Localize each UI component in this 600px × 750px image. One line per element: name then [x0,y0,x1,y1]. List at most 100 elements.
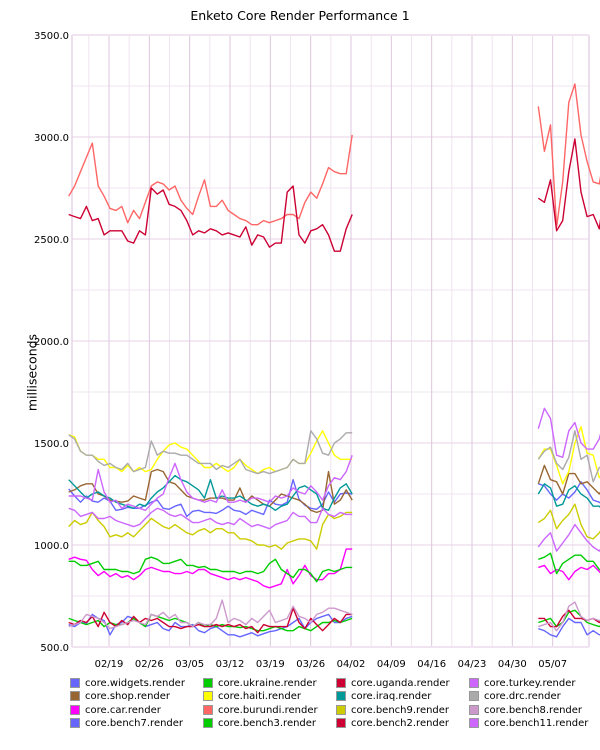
legend-column: core.turkey.render core.drc.render core.be… [469,677,599,730]
series-line-segment [538,481,600,504]
series-line-segment [68,468,353,514]
series-core-burundi-render [68,83,600,228]
x-tick-label: 03/19 [256,659,285,670]
legend-label: core.ukraine.render [218,678,317,689]
legend-label: core.drc.render [484,691,561,703]
legend-label: core.widgets.render [85,678,185,689]
legend-swatch [203,704,213,715]
y-tick-label: 1000.0 [34,541,69,552]
x-tick-label: 02/19 [95,659,124,670]
legend-item: core.widgets.render [70,677,200,690]
series-line-segment [68,548,353,589]
series-line-segment [538,609,600,628]
series-line-segment [68,599,353,630]
grid [71,34,590,648]
y-tick-label: 2500.0 [34,235,69,246]
series-line-segment [537,503,600,540]
series-line-segment [537,464,600,495]
legend-item: core.drc.render [469,690,599,703]
x-ticks: 02/19 02/26 03/05 03/12 03/19 03/26 04/02 04/09… [95,659,567,670]
series-line-segment [538,564,600,581]
legend-swatch [469,717,479,728]
series-core-bench8-render [68,599,600,632]
legend-item: core.iraq.render [336,690,466,703]
x-tick-label: 03/05 [175,659,204,670]
series-line-segment [538,601,600,632]
legend-label: core.bench11.render [484,717,589,729]
legend-label: core.haiti.render [218,691,301,703]
legend-swatch [203,678,213,688]
legend-item: core.burundi.render [203,704,333,717]
x-tick-label: 03/26 [296,659,325,670]
series-line-segment [537,426,600,485]
legend-swatch [203,691,213,702]
legend-column: core.uganda.render core.iraq.render core.b… [336,677,466,730]
x-tick-label: 04/16 [417,659,446,670]
y-tick-label: 500.0 [40,643,69,654]
y-ticks: 500.0 1000.0 1500.0 2000.0 2500.0 3000.0 3500.… [34,31,69,654]
series-line-segment [68,474,353,511]
legend-item: core.bench7.render [70,717,200,730]
series-line-segment [68,185,353,252]
legend-item: core.bench3.render [203,717,333,730]
legend-label: core.car.render [85,704,161,716]
series-core-iraq-render [68,474,600,511]
legend-column: core.widgets.render core.shop.render core.… [70,677,200,730]
x-tick-label: 03/12 [216,659,245,670]
series-core-car-render [68,548,600,589]
legend-item: core.uganda.render [336,677,466,690]
legend-label: core.iraq.render [351,691,432,703]
series-line-segment [68,613,353,638]
legend-swatch [203,717,213,728]
series-line-segment [68,134,353,226]
legend-swatch [70,678,80,688]
series-line-segment [68,454,353,511]
x-tick-label: 04/30 [498,659,527,670]
legend-swatch [336,704,346,715]
series-lines [68,83,600,638]
series-line-segment [538,552,600,575]
series-line-segment [537,138,600,232]
legend-swatch [70,717,80,728]
chart-title: Enketo Core Render Performance 1 [190,8,410,23]
legend-item: core.bench9.render [336,704,466,717]
legend-swatch [336,678,346,688]
legend-swatch [70,704,80,715]
legend-swatch [336,717,346,728]
legend-label: core.turkey.render [484,678,576,689]
x-tick-label: 05/07 [538,659,567,670]
legend-label: core.bench7.render [85,717,184,729]
x-tick-label: 04/23 [458,659,487,670]
plot-area: 500.0 1000.0 1500.0 2000.0 2500.0 3000.0 3500.… [34,31,600,670]
legend-label: core.bench3.render [218,717,317,729]
legend-label: core.bench8.render [484,704,583,716]
series-line-segment [537,407,600,458]
legend-label: core.shop.render [85,691,171,703]
legend-item: core.car.render [70,704,200,717]
series-line-segment [537,483,600,508]
series-line-segment [68,430,353,475]
series-line-segment [537,430,600,483]
y-tick-label: 1500.0 [34,439,69,450]
legend-label: core.bench9.render [351,704,450,716]
x-tick-label: 02/26 [135,659,164,670]
legend-swatch [469,691,479,702]
series-line-segment [537,523,600,552]
legend-swatch [70,691,80,702]
legend-label: core.burundi.render [218,704,318,716]
y-tick-label: 3500.0 [34,31,69,42]
legend-label: core.uganda.render [351,678,450,689]
series-core-turkey-render [68,507,600,552]
legend-item: core.shop.render [70,690,200,703]
series-core-bench11-render [68,407,600,511]
legend-swatch [336,691,346,702]
legend-item: core.bench11.render [469,717,599,730]
legend-item: core.bench2.render [336,717,466,730]
series-line-segment [538,617,600,638]
legend-label: core.bench2.render [351,717,450,729]
y-tick-label: 2000.0 [34,337,69,348]
y-tick-label: 3000.0 [34,133,69,144]
series-core-drc-render [68,430,600,483]
series-core-bench9-render [68,503,600,550]
legend-swatch [469,678,479,688]
